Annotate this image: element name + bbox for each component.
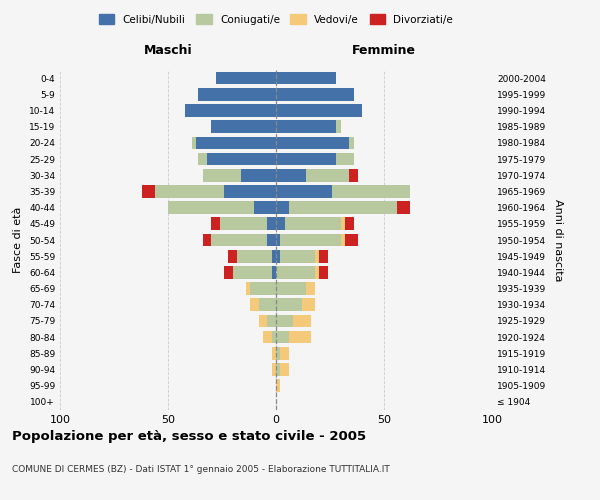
Y-axis label: Fasce di età: Fasce di età — [13, 207, 23, 273]
Bar — [302, 298, 315, 311]
Bar — [276, 234, 280, 246]
Bar — [268, 314, 276, 328]
Bar — [341, 234, 345, 246]
Bar — [215, 72, 276, 85]
Text: COMUNE DI CERMES (BZ) - Dati ISTAT 1° gennaio 2005 - Elaborazione TUTTITALIA.IT: COMUNE DI CERMES (BZ) - Dati ISTAT 1° ge… — [12, 465, 390, 474]
Bar — [185, 104, 276, 117]
Bar — [276, 120, 337, 133]
Bar — [276, 136, 349, 149]
Bar — [192, 136, 196, 149]
Bar — [276, 380, 280, 392]
Bar — [196, 136, 276, 149]
Bar — [207, 152, 276, 166]
Bar — [224, 185, 276, 198]
Bar — [276, 250, 280, 262]
Bar — [211, 218, 220, 230]
Bar — [233, 266, 272, 278]
Bar — [203, 234, 211, 246]
Bar — [250, 298, 259, 311]
Bar — [306, 169, 349, 181]
Bar — [280, 250, 315, 262]
Bar — [332, 185, 410, 198]
Bar — [397, 202, 410, 214]
Bar — [289, 202, 397, 214]
Bar — [319, 266, 328, 278]
Bar — [293, 314, 311, 328]
Bar — [337, 152, 354, 166]
Bar — [280, 347, 289, 360]
Text: Maschi: Maschi — [143, 44, 193, 57]
Bar — [349, 136, 354, 149]
Bar — [229, 250, 237, 262]
Bar — [319, 250, 328, 262]
Bar — [272, 250, 276, 262]
Bar — [272, 347, 276, 360]
Bar — [284, 218, 341, 230]
Bar — [276, 347, 280, 360]
Bar — [315, 266, 319, 278]
Bar — [237, 250, 272, 262]
Bar — [224, 266, 233, 278]
Bar — [337, 120, 341, 133]
Bar — [220, 218, 268, 230]
Bar — [142, 185, 155, 198]
Bar — [276, 72, 337, 85]
Bar — [341, 218, 345, 230]
Bar — [241, 169, 276, 181]
Bar — [254, 202, 276, 214]
Bar — [276, 104, 362, 117]
Bar — [280, 234, 341, 246]
Bar — [259, 314, 268, 328]
Bar — [276, 152, 337, 166]
Bar — [276, 202, 289, 214]
Bar — [315, 250, 319, 262]
Bar — [211, 234, 268, 246]
Bar — [280, 363, 289, 376]
Text: Popolazione per età, sesso e stato civile - 2005: Popolazione per età, sesso e stato civil… — [12, 430, 366, 443]
Bar — [272, 331, 276, 344]
Legend: Celibi/Nubili, Coniugati/e, Vedovi/e, Divorziati/e: Celibi/Nubili, Coniugati/e, Vedovi/e, Di… — [95, 10, 457, 29]
Bar — [268, 218, 276, 230]
Bar — [276, 314, 293, 328]
Y-axis label: Anni di nascita: Anni di nascita — [553, 198, 563, 281]
Bar — [250, 282, 276, 295]
Bar — [345, 218, 354, 230]
Text: Femmine: Femmine — [352, 44, 416, 57]
Bar — [345, 234, 358, 246]
Bar — [155, 185, 224, 198]
Bar — [276, 363, 280, 376]
Bar — [276, 218, 284, 230]
Bar — [272, 363, 276, 376]
Bar — [276, 88, 354, 101]
Bar — [276, 331, 289, 344]
Bar — [198, 88, 276, 101]
Bar — [246, 282, 250, 295]
Bar — [276, 169, 306, 181]
Bar — [263, 331, 272, 344]
Bar — [349, 169, 358, 181]
Bar — [168, 202, 254, 214]
Bar — [306, 282, 315, 295]
Bar — [276, 266, 315, 278]
Bar — [289, 331, 311, 344]
Bar — [203, 169, 241, 181]
Bar — [211, 120, 276, 133]
Bar — [276, 282, 306, 295]
Bar — [268, 234, 276, 246]
Bar — [198, 152, 207, 166]
Bar — [272, 266, 276, 278]
Bar — [276, 298, 302, 311]
Bar — [259, 298, 276, 311]
Bar — [276, 185, 332, 198]
